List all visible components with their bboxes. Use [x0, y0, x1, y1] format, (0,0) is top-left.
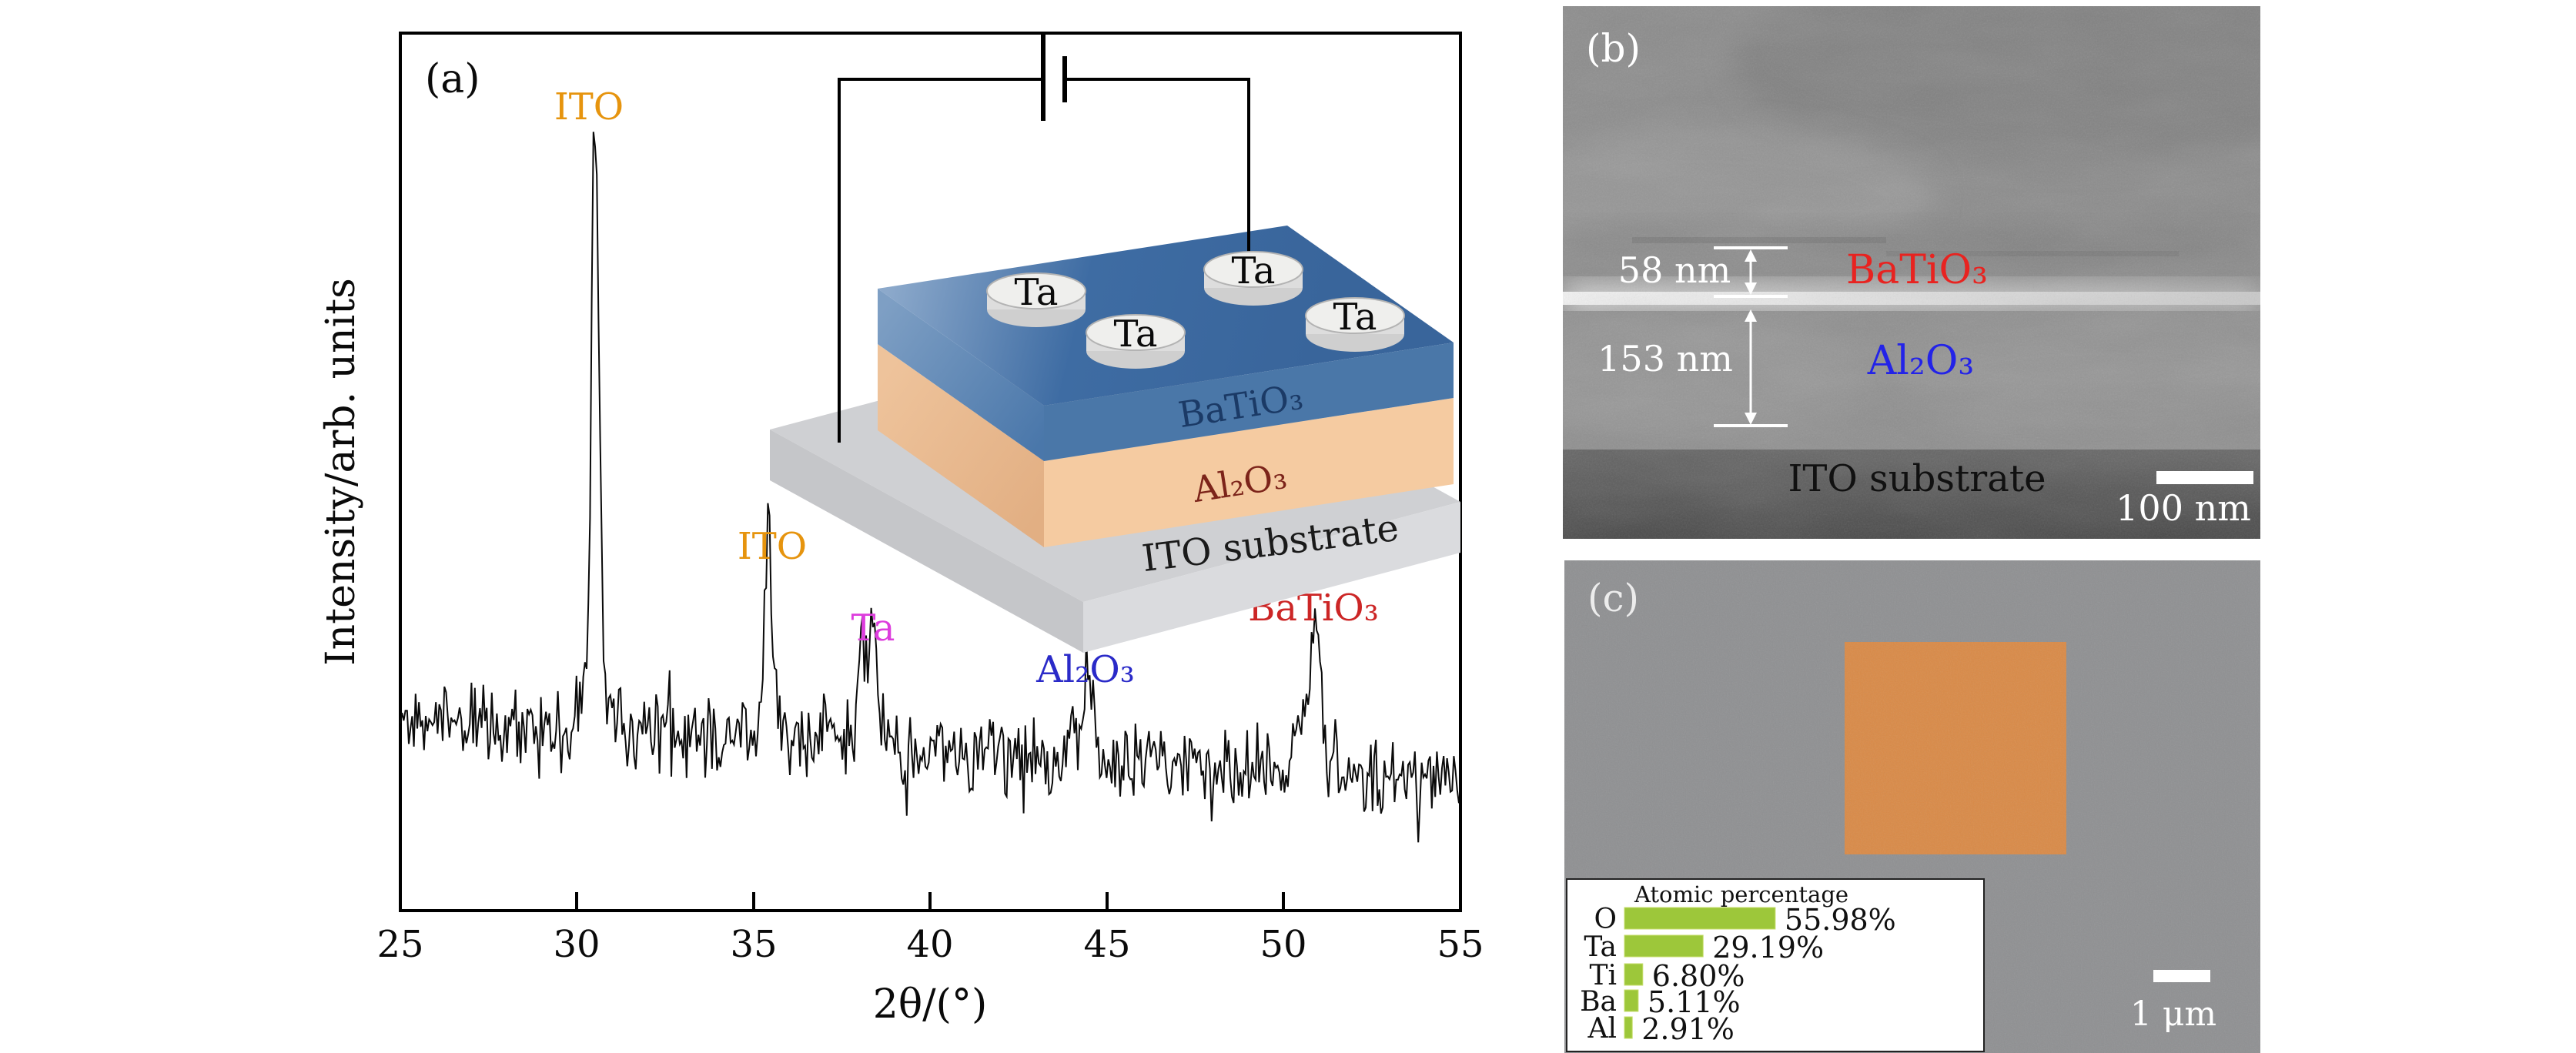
eds-inset-chart: Atomic percentage O 55.98% Ta 29.19% Ti … — [1566, 878, 1985, 1052]
peak-label-ito-2: ITO — [738, 525, 807, 568]
bar-value: 55.98% — [1785, 903, 1896, 937]
panel-b-sem-cross-section: (b) 58 nm BaTiO₃ 153 nm Al₂O₃ ITO substr… — [1563, 6, 2260, 539]
ta-electrode-label: Ta — [1015, 271, 1059, 314]
bar — [1624, 907, 1776, 930]
batio3-top-face — [878, 226, 1454, 406]
ta-electrode: Ta — [1305, 296, 1405, 352]
ta-cylinder-top — [1305, 297, 1405, 334]
bar — [1624, 1016, 1633, 1039]
peak-labels: ITO ITO Ta Al₂O₃ BaTiO₃ — [554, 85, 1379, 691]
substrate-front-face — [1083, 502, 1460, 653]
bar-category: Ta — [1584, 931, 1617, 963]
bar-row: Ti 6.80% — [1589, 959, 1745, 993]
sem-b-grain — [1563, 6, 2260, 539]
bar — [1624, 934, 1704, 958]
circuit — [838, 33, 1250, 443]
bar-category: Al — [1587, 1013, 1617, 1045]
x-tick-labels: 25 30 35 40 45 50 55 — [376, 923, 1484, 966]
sem-b-substrate-label: ITO substrate — [1788, 457, 2046, 500]
panel-c-sem-plan-view: (c) Atomic percentage O 55.98% Ta 29.19%… — [1564, 560, 2260, 1053]
peak-label-ta: Ta — [851, 607, 895, 650]
ta-cylinder-top — [986, 272, 1086, 309]
bar-row: Al 2.91% — [1587, 1012, 1734, 1046]
bar-value: 2.91% — [1641, 1012, 1735, 1046]
bar-value: 29.19% — [1712, 931, 1824, 964]
ta-electrode-label: Ta — [1333, 296, 1377, 339]
x-tick-marks — [575, 892, 1285, 911]
bar — [1624, 989, 1639, 1012]
scale-bar-100nm — [2156, 471, 2253, 484]
ta-cylinder-top — [1203, 251, 1303, 288]
bar-category: Ba — [1580, 986, 1617, 1018]
xrd-trace — [400, 132, 1460, 843]
x-tick-label: 30 — [553, 923, 600, 966]
ta-electrode: Ta — [986, 271, 1086, 327]
substrate-left-face — [770, 430, 1083, 653]
scale-bar-100nm-label: 100 nm — [2116, 487, 2251, 529]
bar — [1624, 963, 1644, 986]
arrow-153nm — [1745, 309, 1757, 425]
thickness-label-153nm: 153 nm — [1597, 338, 1733, 379]
peak-label-ito-1: ITO — [554, 85, 624, 129]
x-tick-label: 35 — [730, 923, 777, 966]
wire-left — [838, 78, 1041, 443]
x-tick-label: 45 — [1083, 923, 1130, 966]
batio3-front-face — [1044, 343, 1454, 461]
bar-category: O — [1594, 904, 1617, 935]
eds-inset-title: Atomic percentage — [1634, 881, 1848, 908]
ta-electrodes: Ta Ta Ta Ta — [986, 249, 1405, 369]
ta-electrode: Ta — [1203, 249, 1303, 306]
bar-row: Ta 29.19% — [1584, 931, 1824, 964]
x-tick-label: 50 — [1260, 923, 1306, 966]
panel-a-tag: (a) — [425, 56, 480, 102]
batio3-left-face — [878, 289, 1044, 461]
thickness-label-58nm: 58 nm — [1618, 249, 1731, 291]
scale-bar-1um — [2153, 970, 2210, 982]
scale-bar-1um-label: 1 μm — [2130, 994, 2216, 1034]
bar-row: Ba 5.11% — [1580, 985, 1741, 1019]
ta-electrode-label: Ta — [1114, 313, 1158, 356]
x-tick-label: 25 — [376, 923, 423, 966]
al2o3-left-face — [878, 344, 1044, 547]
x-tick-label: 55 — [1437, 923, 1484, 966]
wire-right — [1067, 78, 1250, 266]
panel-b-tag: (b) — [1586, 26, 1641, 71]
device-schematic-inset: BaTiO₃ Al₂O₃ ITO substrate Ta — [770, 33, 1460, 653]
bar-category: Ti — [1589, 960, 1617, 991]
bar-value: 5.11% — [1648, 985, 1741, 1019]
ta-electrode: Ta — [1086, 313, 1186, 369]
peak-label-al2o3: Al₂O₃ — [1035, 648, 1135, 691]
y-axis-label: Intensity/arb. units — [318, 278, 364, 666]
bar-row: O 55.98% — [1594, 903, 1895, 937]
x-tick-label: 40 — [906, 923, 953, 966]
panel-a-xrd-plot: Intensity/arb. units 25 30 35 40 45 50 5… — [318, 32, 1484, 1028]
arrow-58nm — [1745, 249, 1757, 295]
x-axis-label: 2θ/(°) — [873, 981, 987, 1028]
bar-value: 6.80% — [1652, 959, 1745, 993]
ta-cylinder-top — [1086, 314, 1186, 351]
al2o3-front-face — [1044, 398, 1454, 547]
ta-electrode-label: Ta — [1232, 249, 1276, 292]
panel-c-tag: (c) — [1587, 576, 1639, 620]
sem-b-al2o3-label: Al₂O₃ — [1867, 338, 1975, 384]
sem-b-batio3-label: BaTiO₃ — [1846, 247, 1988, 293]
